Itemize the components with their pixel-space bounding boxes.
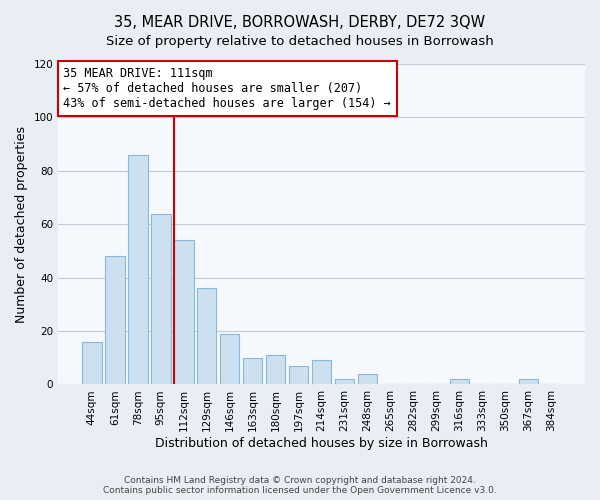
Bar xyxy=(312,360,331,384)
Bar xyxy=(518,379,538,384)
Text: 35 MEAR DRIVE: 111sqm
← 57% of detached houses are smaller (207)
43% of semi-det: 35 MEAR DRIVE: 111sqm ← 57% of detached … xyxy=(64,67,391,110)
Bar xyxy=(358,374,377,384)
Bar xyxy=(266,355,286,384)
Bar xyxy=(151,214,170,384)
Y-axis label: Number of detached properties: Number of detached properties xyxy=(15,126,28,322)
Bar xyxy=(128,155,148,384)
Bar xyxy=(174,240,194,384)
Text: Size of property relative to detached houses in Borrowash: Size of property relative to detached ho… xyxy=(106,35,494,48)
Bar xyxy=(289,366,308,384)
X-axis label: Distribution of detached houses by size in Borrowash: Distribution of detached houses by size … xyxy=(155,437,488,450)
Bar xyxy=(197,288,217,384)
Bar xyxy=(243,358,262,384)
Bar xyxy=(105,256,125,384)
Text: 35, MEAR DRIVE, BORROWASH, DERBY, DE72 3QW: 35, MEAR DRIVE, BORROWASH, DERBY, DE72 3… xyxy=(115,15,485,30)
Bar xyxy=(82,342,101,384)
Bar xyxy=(335,379,355,384)
Text: Contains HM Land Registry data © Crown copyright and database right 2024.
Contai: Contains HM Land Registry data © Crown c… xyxy=(103,476,497,495)
Bar xyxy=(449,379,469,384)
Bar xyxy=(220,334,239,384)
